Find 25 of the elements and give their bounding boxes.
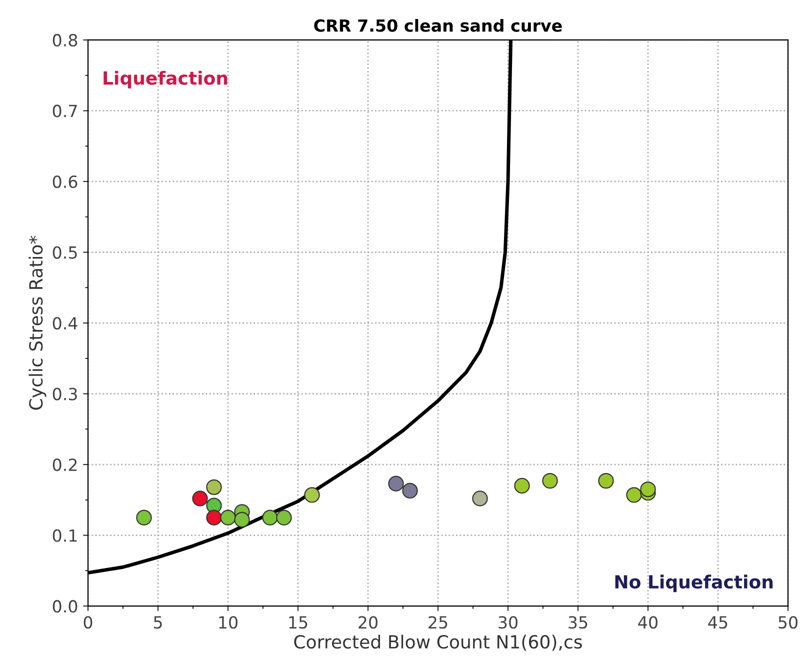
x-tick-label: 50 [778,616,798,629]
x-tick-label: 35 [568,616,588,629]
x-tick-label: 25 [428,616,448,629]
y-tick-label: 0.8 [52,34,78,47]
y-tick-label: 0.3 [52,388,77,400]
y-tick-label: 0.1 [52,529,77,542]
y-tick-label: 0.6 [52,175,78,188]
x-tick-label: 40 [638,616,658,629]
x-tick-label: 0 [84,616,92,629]
y-tick-label: 0.0 [52,600,78,613]
annotation: No Liquefaction [615,574,773,592]
x-tick-label: 15 [289,616,308,629]
x-tick-label: 45 [708,616,728,629]
y-axis-title: Cyclic Stress Ratio* [28,236,46,410]
x-tick-label: 10 [219,616,238,629]
x-axis-title: Corrected Blow Count N1(60),cs [294,634,582,651]
chart-title: CRR 7.50 clean sand curve [314,18,562,32]
y-tick-label: 0.7 [52,104,77,118]
annotation: Liquefaction [104,70,228,88]
x-tick-label: 20 [358,616,378,629]
x-tick-label: 30 [498,616,518,629]
y-tick-label: 0.2 [52,458,77,472]
y-tick-label: 0.5 [52,246,77,259]
x-tick-label: 5 [154,616,162,629]
y-tick-label: 0.4 [52,316,78,330]
